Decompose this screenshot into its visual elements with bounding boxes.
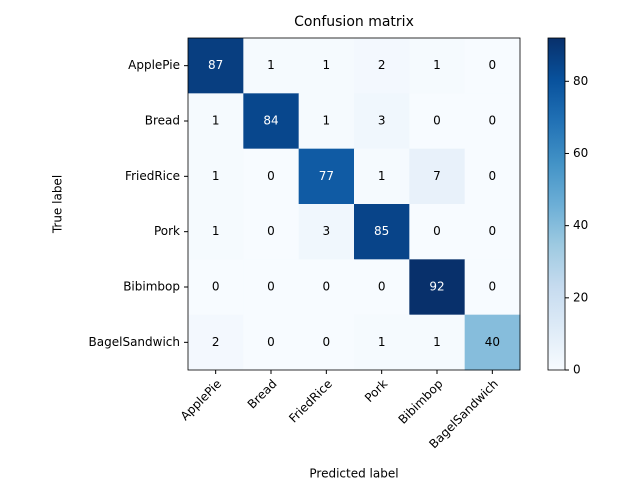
cell [464, 314, 521, 371]
cell-label: 0 [212, 280, 220, 294]
cell [298, 38, 355, 94]
y-tick-label: BagelSandwich [89, 335, 180, 349]
cell [188, 314, 244, 371]
cell [188, 38, 244, 94]
cell-label: 0 [323, 280, 331, 294]
x-tick-label: Bread [245, 377, 280, 412]
cell-label: 1 [433, 335, 441, 349]
x-tick-label: Bibimbop [396, 377, 446, 427]
cell [298, 93, 355, 150]
cell-label: 1 [378, 169, 386, 183]
cell-label: 77 [319, 169, 334, 183]
cell-label: 2 [212, 335, 220, 349]
cell-label: 0 [267, 169, 275, 183]
y-tick-label: Pork [154, 224, 180, 238]
cell-label: 3 [323, 224, 331, 238]
cell-label: 0 [489, 58, 497, 72]
cell [243, 204, 300, 260]
x-tick-label: Pork [362, 377, 390, 405]
cell [409, 314, 466, 371]
cell-label: 1 [212, 224, 220, 238]
cell-label: 3 [378, 114, 386, 128]
y-tick-label: Bread [145, 114, 180, 128]
cell [354, 314, 410, 371]
cell-label: 0 [433, 224, 441, 238]
cell [409, 204, 466, 260]
cell [188, 259, 244, 316]
cell [409, 259, 466, 316]
cell [243, 314, 300, 371]
colorbar [547, 37, 566, 371]
cell-label: 1 [323, 58, 331, 72]
cell [354, 38, 410, 94]
cell-label: 87 [208, 58, 223, 72]
cell-label: 1 [267, 58, 275, 72]
cell [464, 93, 521, 150]
cell [464, 259, 521, 316]
cell-label: 1 [323, 114, 331, 128]
cell-label: 2 [378, 58, 386, 72]
cell-label: 1 [378, 335, 386, 349]
cell-label: 0 [489, 169, 497, 183]
cell [409, 93, 466, 150]
cell-label: 84 [263, 114, 278, 128]
chart-title: Confusion matrix [294, 14, 414, 30]
colorbar-tick-label: 40 [573, 218, 588, 232]
cell-label: 0 [489, 114, 497, 128]
cell [298, 259, 355, 316]
colorbar-tick-label: 0 [573, 363, 581, 377]
colorbar-tick-label: 80 [573, 74, 588, 88]
y-tick-label: Bibimbop [123, 280, 180, 294]
x-tick-label: ApplePie [178, 377, 225, 424]
cell-label: 1 [433, 58, 441, 72]
cell-label: 0 [267, 335, 275, 349]
cell-label: 1 [212, 114, 220, 128]
cell [298, 204, 355, 260]
x-tick-label: FriedRice [286, 377, 335, 426]
cell-label: 0 [267, 280, 275, 294]
cell [188, 93, 244, 150]
cell-label: 0 [433, 114, 441, 128]
cell [243, 259, 300, 316]
y-axis-label: True label [51, 175, 65, 234]
cell [464, 38, 521, 94]
colorbar-tick-label: 60 [573, 146, 588, 160]
cell-label: 0 [267, 224, 275, 238]
cell [354, 148, 410, 205]
cell-label: 85 [374, 224, 389, 238]
cell [354, 204, 410, 260]
cell [409, 148, 466, 205]
plot-frame [187, 37, 521, 371]
y-tick-label: ApplePie [128, 58, 180, 72]
cell [354, 259, 410, 316]
colorbar-tick-label: 20 [573, 290, 588, 304]
cell-label: 0 [378, 280, 386, 294]
cell [243, 38, 300, 94]
cell [464, 148, 521, 205]
cell-label: 0 [323, 335, 331, 349]
cell [298, 314, 355, 371]
cell-label: 40 [485, 335, 500, 349]
cell [409, 38, 466, 94]
cell-label: 92 [429, 280, 444, 294]
cell-label: 0 [489, 224, 497, 238]
cell [298, 148, 355, 205]
cell [243, 148, 300, 205]
cell [464, 204, 521, 260]
cell-label: 7 [433, 169, 441, 183]
cell-label: 0 [489, 280, 497, 294]
cell [243, 93, 300, 150]
y-tick-label: FriedRice [125, 169, 180, 183]
x-axis-label: Predicted label [309, 467, 398, 480]
cell [354, 93, 410, 150]
cell [188, 204, 244, 260]
cell [188, 148, 244, 205]
cell-label: 1 [212, 169, 220, 183]
